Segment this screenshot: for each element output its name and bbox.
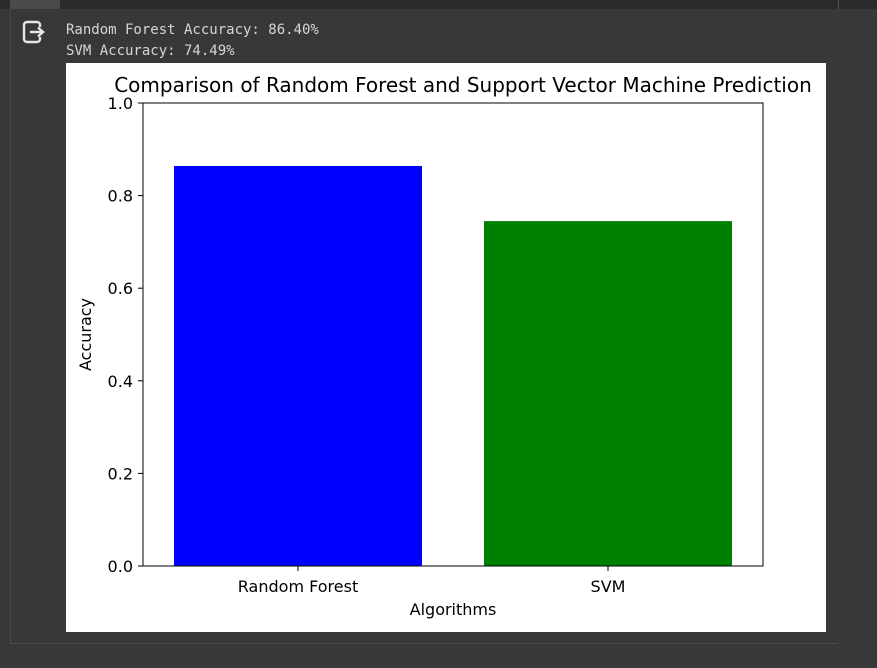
y-tick-label-5: 1.0 [108,94,133,113]
y-axis-label: Accuracy [76,298,95,371]
stdout-text: Random Forest Accuracy: 86.40% SVM Accura… [66,20,319,62]
bar-chart: Comparison of Random Forest and Support … [76,73,812,619]
top-bar [0,0,877,9]
chart-title: Comparison of Random Forest and Support … [114,73,812,97]
y-tick-label-3: 0.6 [108,279,133,298]
y-tick-label-4: 0.8 [108,187,133,206]
top-bar-divider [838,0,839,9]
chart-figure: Comparison of Random Forest and Support … [66,63,826,632]
x-tick-label-1: SVM [591,577,626,596]
y-tick-label-0: 0.0 [108,557,133,576]
plot-frame [142,102,764,567]
x-tick-label-0: Random Forest [238,577,358,596]
y-tick-label-2: 0.4 [108,372,133,391]
stdout-line-svm: SVM Accuracy: 74.49% [66,43,235,59]
y-tick-label-1: 0.2 [108,464,133,483]
bar-svm [484,221,732,566]
x-axis-label: Algorithms [410,600,497,619]
output-redirect-icon[interactable] [22,20,48,44]
bar-random-forest [174,165,422,566]
stdout-line-rf: Random Forest Accuracy: 86.40% [66,22,319,38]
right-gutter [838,9,877,668]
active-tab-indicator [10,0,60,9]
